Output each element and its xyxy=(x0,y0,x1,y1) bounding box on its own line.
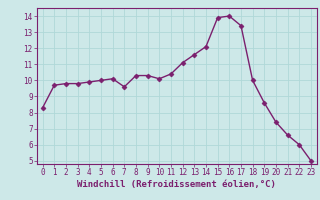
X-axis label: Windchill (Refroidissement éolien,°C): Windchill (Refroidissement éolien,°C) xyxy=(77,180,276,189)
